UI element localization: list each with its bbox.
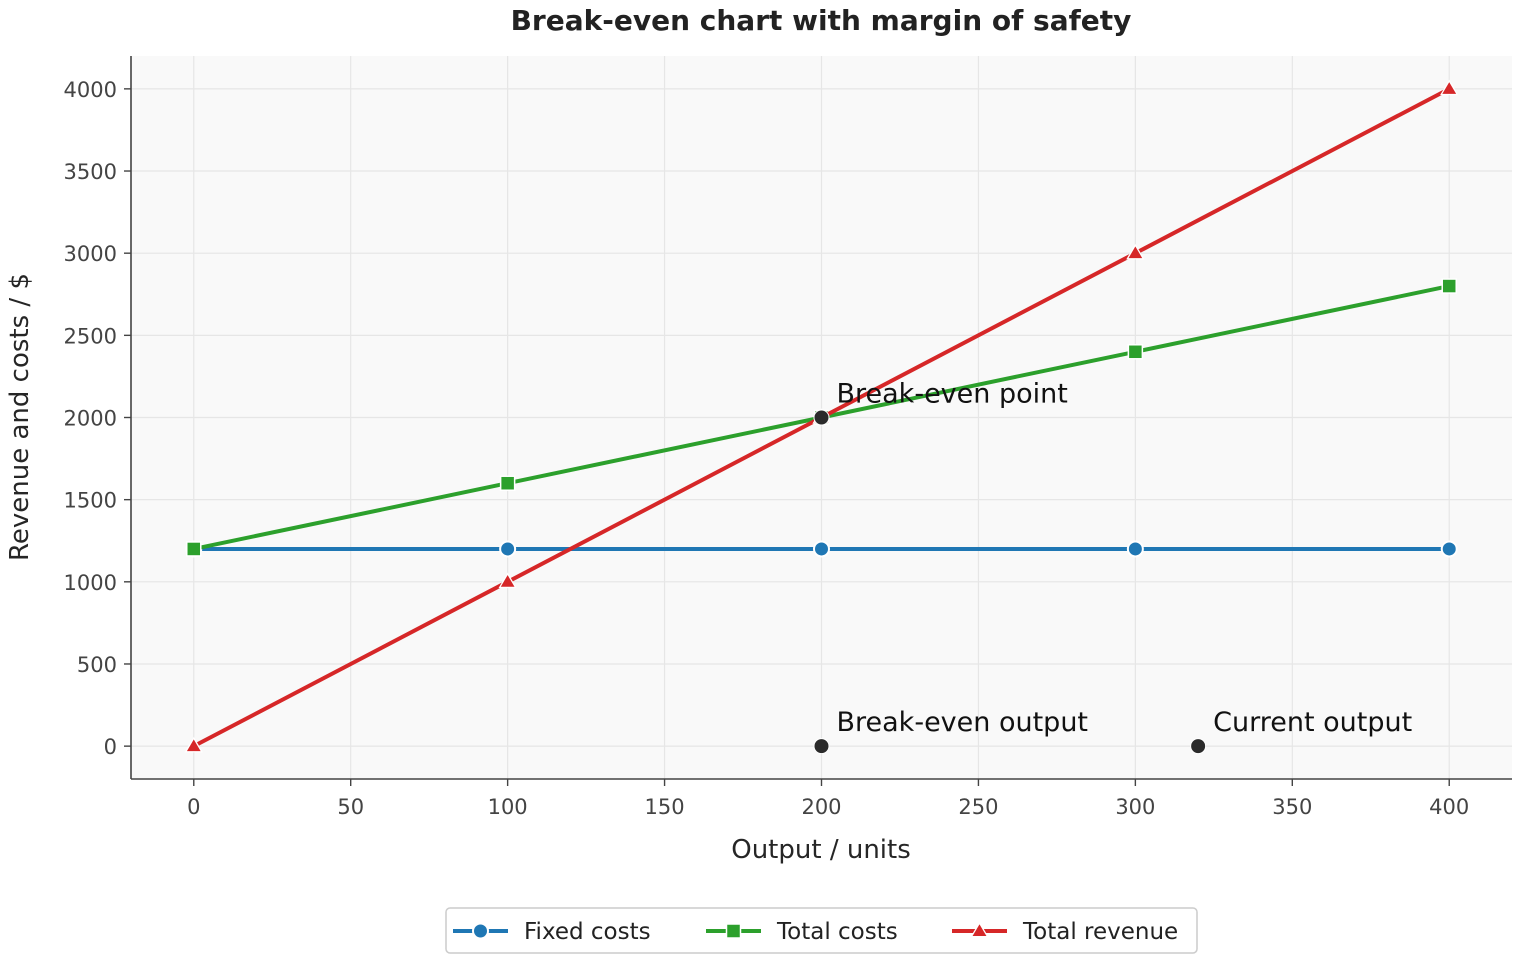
y-tick-label: 2000 [64,407,117,431]
legend-label-fixed-costs: Fixed costs [524,919,651,945]
legend-marker-fixed-costs [472,922,489,940]
ticks: 0 50 100 150 200 250 300 350 4000500100015002000… [64,78,1470,819]
data-point-total-revenue [1440,79,1459,96]
annotation-dot-current-output [1190,738,1207,755]
y-tick-label: 4000 [64,78,117,102]
data-point-total-costs [186,541,202,557]
y-tick-label: 1000 [64,571,117,595]
annotations: Break-even point Break-even output Current… [813,379,1412,755]
annotation-dot-break-even-point [813,409,830,426]
legend-marker-total-costs [725,923,742,939]
data-point-total-costs [1127,344,1144,360]
legend-marker-total-revenue [970,921,989,938]
y-tick-label: 2500 [64,324,117,348]
data-point-fixed-costs [813,540,830,558]
x-axis-title: Output / units [731,835,911,865]
legend-label-total-costs: Total costs [776,919,898,945]
data-point-total-revenue [498,572,517,589]
x-tick-label: 0 [187,795,200,819]
annotation-label-break-even-output: Break-even output [837,707,1089,738]
y-tick-label: 500 [77,653,117,677]
annotation-label-break-even-point: Break-even point [837,379,1068,410]
y-tick-label: 0 [104,735,117,759]
x-tick-label: 400 [1429,795,1469,819]
annotation-label-current-output: Current output [1213,707,1412,738]
y-tick-label: 1500 [64,489,117,513]
y-tick-label: 3000 [64,242,117,266]
y-axis-title: Revenue and costs / $ [5,273,35,561]
data-point-fixed-costs [1126,540,1144,558]
x-tick-label: 350 [1272,795,1312,819]
data-point-fixed-costs [499,540,517,558]
legend: Fixed costs Total costs Total revenue [445,907,1198,954]
x-tick-label: 300 [1115,795,1155,819]
chart-title: Break-even chart with margin of safety [511,4,1132,37]
data-point-total-costs [499,475,516,491]
y-tick-label: 3500 [64,160,117,184]
legend-label-total-revenue: Total revenue [1022,919,1178,945]
data-point-total-costs [1441,278,1457,294]
annotation-dot-break-even-output [813,738,830,755]
legend-frame [445,907,1198,954]
x-tick-label: 250 [958,795,998,819]
data-point-total-revenue [184,736,203,753]
data-point-total-revenue [1126,243,1145,260]
x-tick-label: 100 [488,795,528,819]
x-tick-label: 50 [337,795,364,819]
x-tick-label: 150 [645,795,685,819]
data-point-fixed-costs [1440,540,1458,558]
x-tick-label: 200 [801,795,841,819]
